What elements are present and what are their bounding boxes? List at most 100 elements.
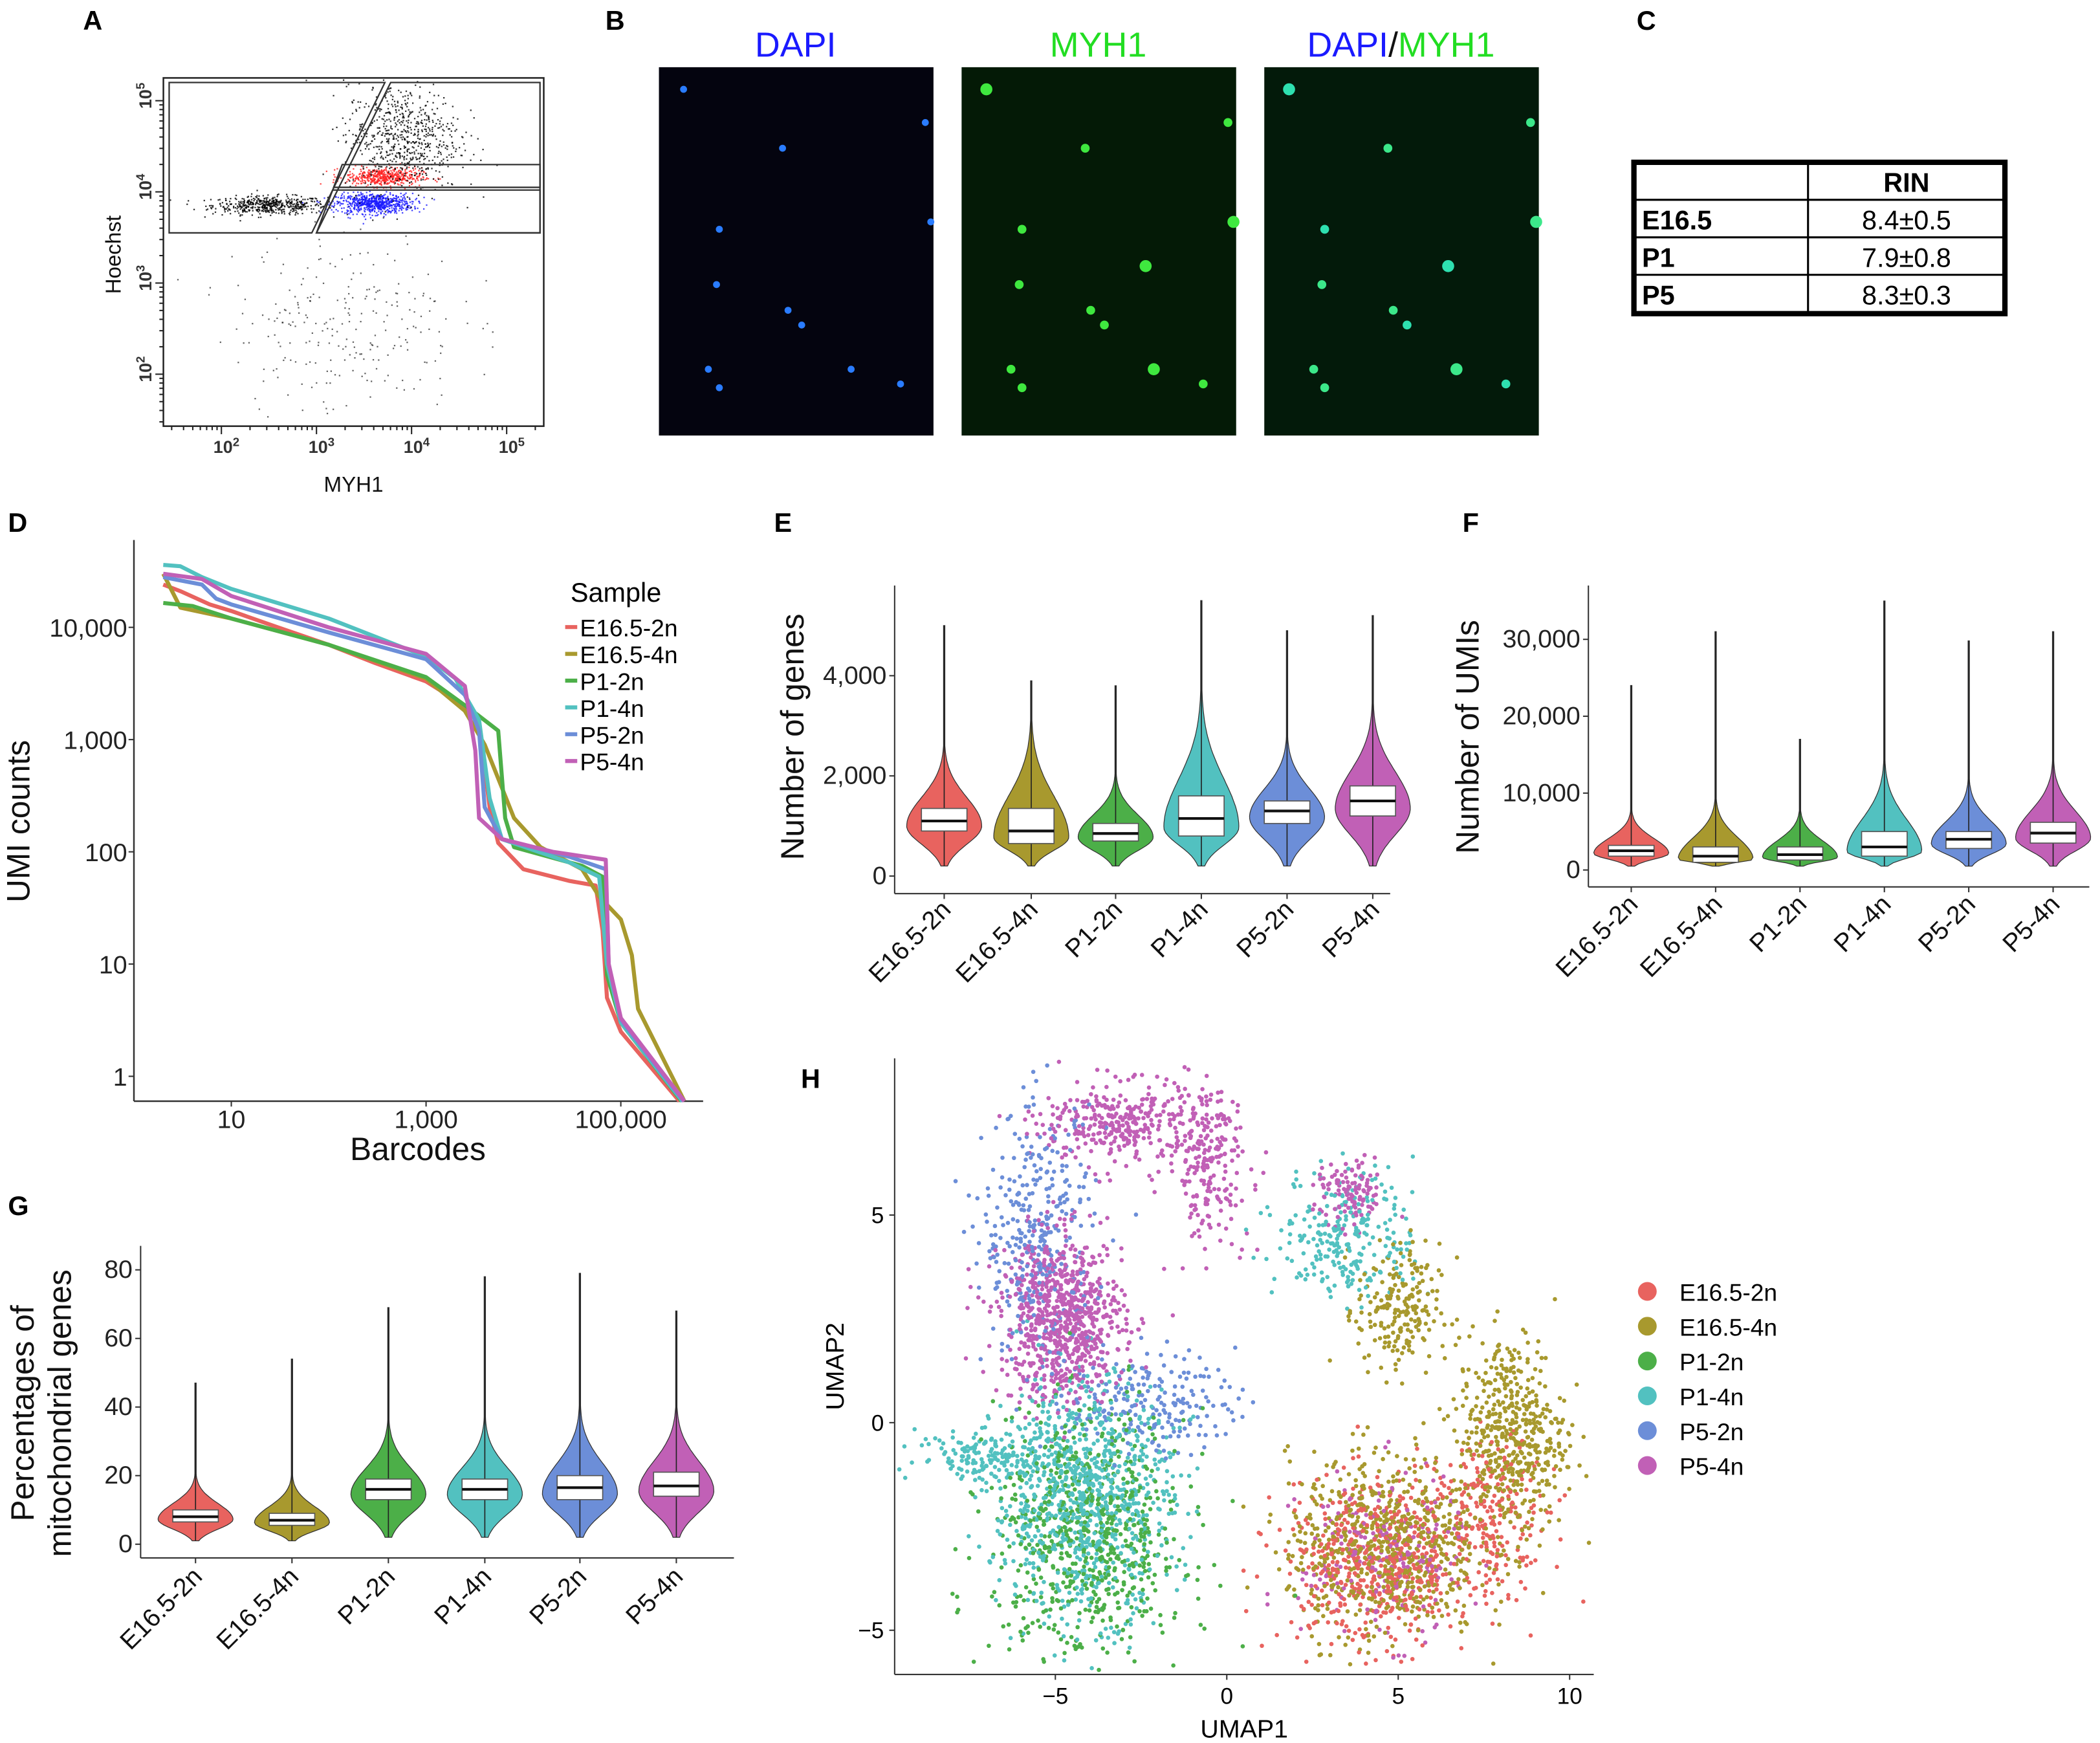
cell-point: [1127, 1526, 1132, 1531]
event-dot: [250, 199, 253, 201]
y-tick-label: 20,000: [1502, 701, 1580, 730]
event-dot: [419, 211, 421, 213]
cell-point: [1325, 1606, 1330, 1611]
event-dot: [291, 200, 293, 202]
event-dot: [408, 148, 410, 150]
event-dot: [248, 210, 250, 212]
event-dot: [483, 373, 485, 376]
event-dot: [381, 202, 383, 204]
x-tick-label: P1-2n: [1744, 890, 1812, 958]
cell-point: [1087, 1608, 1092, 1613]
event-dot: [382, 204, 384, 206]
cell-point: [1177, 1418, 1182, 1423]
event-dot: [375, 171, 377, 173]
cell-point: [1511, 1482, 1516, 1487]
event-dot: [212, 206, 213, 208]
event-dot: [347, 206, 349, 208]
event-dot: [420, 177, 422, 180]
event-dot: [364, 148, 367, 150]
event-dot: [432, 159, 433, 161]
cell-point: [1194, 1194, 1199, 1199]
cell-point: [1339, 1210, 1343, 1215]
cell-point: [1411, 1457, 1416, 1462]
event-dot: [369, 203, 372, 205]
event-dot: [422, 295, 424, 297]
cell-point: [1464, 1621, 1469, 1627]
event-dot: [426, 204, 428, 206]
event-dot: [395, 212, 398, 214]
event-dot: [260, 200, 262, 202]
event-dot: [422, 170, 424, 171]
cell-point: [1166, 1099, 1170, 1104]
event-dot: [394, 210, 396, 212]
image-title: DAPI: [755, 25, 837, 64]
cell-point: [1431, 1478, 1436, 1483]
event-dot: [424, 112, 426, 114]
event-dot: [367, 105, 370, 107]
event-dot: [401, 113, 403, 115]
cell-point: [1082, 1564, 1086, 1569]
event-dot: [342, 117, 344, 119]
event-dot: [396, 173, 399, 175]
event-dot: [391, 175, 394, 178]
event-dot: [358, 193, 360, 196]
event-dot: [447, 166, 449, 168]
event-dot: [406, 158, 408, 160]
event-dot: [369, 211, 371, 213]
event-dot: [392, 198, 394, 201]
event-dot: [424, 179, 426, 181]
cell-point: [1394, 1526, 1399, 1530]
event-dot: [386, 133, 388, 135]
cell-point: [1038, 1420, 1044, 1425]
cell-point: [1366, 1353, 1372, 1358]
event-dot: [473, 153, 475, 156]
cell-point: [987, 1309, 992, 1314]
event-dot: [371, 122, 373, 124]
event-dot: [448, 154, 450, 156]
cell-point: [1390, 1643, 1395, 1649]
event-dot: [296, 203, 298, 204]
cell-point: [1061, 1531, 1066, 1537]
event-dot: [487, 323, 488, 325]
event-dot: [432, 135, 433, 137]
event-dot: [426, 362, 428, 364]
event-dot: [368, 172, 370, 174]
event-dot: [391, 146, 393, 148]
tick-base: 10: [136, 272, 155, 291]
event-dot: [397, 173, 399, 175]
event-dot: [355, 197, 357, 199]
cell-point: [1121, 1438, 1126, 1442]
cell-point: [1158, 1613, 1163, 1617]
cell-point: [1438, 1502, 1443, 1506]
cell-point: [1372, 1451, 1377, 1455]
cell-point: [967, 1193, 971, 1198]
cell-point: [1287, 1240, 1292, 1245]
cell-point: [1543, 1384, 1548, 1389]
cell-point: [1050, 1183, 1055, 1188]
x-tick-label: 104: [404, 435, 430, 457]
event-dot: [443, 159, 444, 160]
cell-point: [1339, 1534, 1344, 1539]
event-dot: [210, 208, 213, 210]
event-dot: [439, 120, 441, 122]
event-dot: [402, 131, 404, 133]
event-dot: [405, 90, 408, 93]
event-dot: [425, 168, 427, 170]
event-dot: [272, 204, 274, 206]
cell-point: [1447, 1511, 1452, 1517]
event-dot: [382, 174, 384, 176]
event-dot: [275, 201, 277, 203]
cell-point: [1138, 1538, 1143, 1543]
cell-point: [1014, 1236, 1019, 1241]
event-dot: [402, 172, 404, 175]
cell-point: [1093, 1178, 1099, 1183]
cell-point: [1538, 1368, 1543, 1374]
event-dot: [390, 170, 392, 172]
event-dot: [384, 175, 386, 177]
event-dot: [351, 205, 353, 207]
cell-point: [1156, 1169, 1161, 1174]
event-dot: [398, 174, 400, 176]
event-dot: [346, 210, 349, 213]
event-dot: [283, 205, 286, 207]
cell-point: [1498, 1414, 1502, 1420]
